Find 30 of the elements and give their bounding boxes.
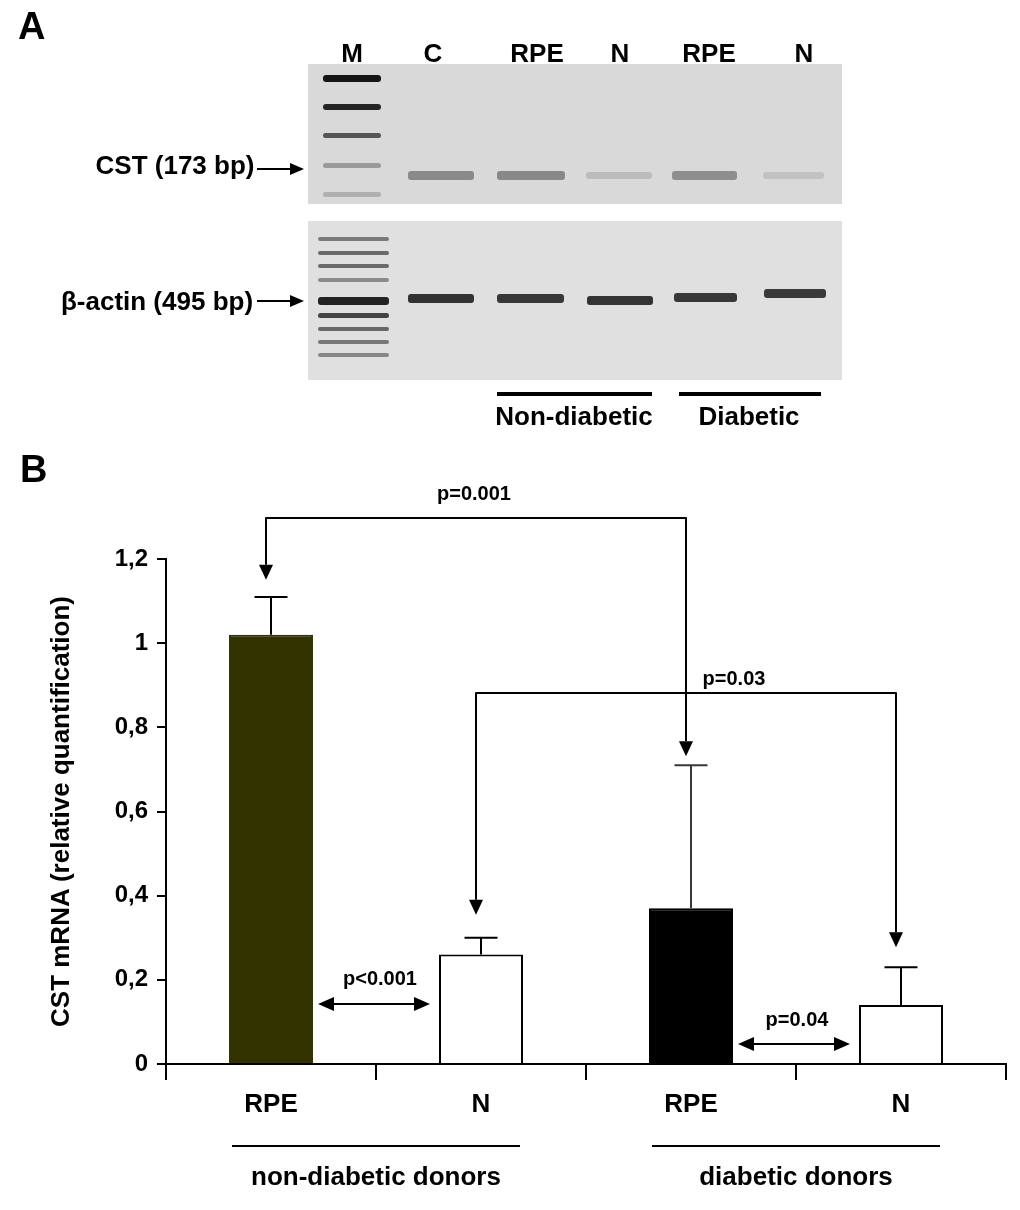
text: C	[423, 38, 443, 68]
y-tick-label: 1,2	[114, 543, 148, 571]
x-tick-label: RPE	[664, 1087, 718, 1118]
y-tick-label: 0,2	[114, 964, 148, 992]
text: M	[341, 38, 363, 68]
text: diabetic donors	[699, 1161, 893, 1192]
chart-title: B	[20, 448, 48, 490]
x-tick-label: RPE	[244, 1087, 298, 1118]
annotation: p=0.04	[765, 1007, 830, 1030]
x-tick-label: N	[471, 1087, 491, 1118]
annotation: p=0.03	[702, 666, 766, 689]
text: RPE	[510, 38, 564, 68]
text: A	[18, 5, 46, 47]
y-tick-label: 0,8	[114, 711, 148, 739]
y-tick-label: 0,6	[114, 796, 148, 824]
text: β-actin (495 bp)	[60, 286, 254, 316]
text: RPE	[682, 38, 736, 68]
text: N	[794, 38, 814, 68]
y-tick-label: 0	[134, 1048, 148, 1076]
text: non-diabetic donors	[251, 1161, 501, 1192]
text: N	[610, 38, 630, 68]
x-tick-label: N	[891, 1087, 911, 1118]
text: Diabetic	[698, 401, 800, 431]
text: CST (173 bp)	[95, 150, 255, 180]
text: p=0.001	[437, 481, 511, 504]
y-tick-label: 1	[134, 627, 148, 655]
text: Non-diabetic	[495, 401, 653, 431]
y-tick-label: 0,4	[114, 880, 149, 908]
y-axis-title: CST mRNA (relative quantification)	[44, 596, 75, 1027]
annotation: p<0.001	[343, 966, 417, 989]
